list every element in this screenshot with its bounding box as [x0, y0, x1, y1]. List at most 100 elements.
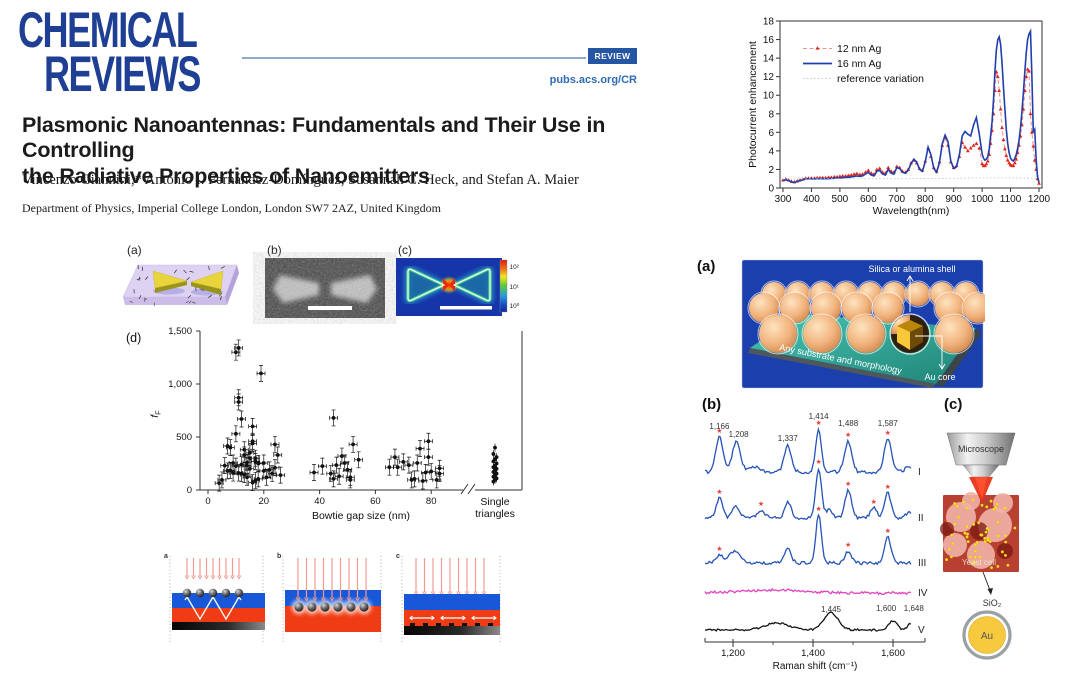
svg-text:6: 6: [768, 128, 774, 139]
svg-text:1,488: 1,488: [838, 419, 859, 428]
svg-text:300: 300: [775, 194, 792, 205]
article-affiliation: Department of Physics, Imperial College …: [22, 201, 441, 215]
svg-text:1,648: 1,648: [904, 604, 925, 613]
svg-text:1,000: 1,000: [168, 379, 192, 390]
svg-text:★: ★: [815, 458, 821, 466]
svg-text:1,445: 1,445: [821, 605, 842, 614]
svg-text:Single: Single: [480, 496, 509, 508]
svg-text:(b): (b): [267, 243, 282, 257]
svg-text:★: ★: [716, 427, 722, 435]
svg-text:80: 80: [426, 496, 437, 507]
svg-text:800: 800: [917, 194, 934, 205]
svg-text:Silica or alumina shell: Silica or alumina shell: [868, 264, 955, 274]
article-authors: Vincenzo Giannini,* Antonio I. Fernández…: [22, 172, 579, 188]
svg-text:1,587: 1,587: [878, 419, 899, 428]
svg-text:★: ★: [885, 429, 891, 437]
svg-text:★: ★: [758, 500, 764, 508]
svg-text:1,600: 1,600: [881, 648, 905, 659]
svg-text:10⁰: 10⁰: [510, 302, 520, 310]
svg-text:40: 40: [314, 496, 325, 507]
svg-text:12: 12: [763, 72, 775, 83]
svg-text:Yeast cell: Yeast cell: [962, 558, 996, 567]
svg-text:★: ★: [815, 419, 821, 427]
svg-text:Microscope: Microscope: [958, 444, 1004, 454]
figure-left-bottom-schematics: a b c: [164, 553, 501, 644]
svg-text:500: 500: [832, 194, 849, 205]
svg-text:1000: 1000: [971, 194, 994, 205]
svg-text:★: ★: [885, 483, 891, 491]
journal-logo-line1: CHEMICAL: [18, 2, 198, 58]
svg-text:★: ★: [845, 431, 851, 439]
svg-text:Wavelength(nm): Wavelength(nm): [873, 205, 950, 217]
svg-text:triangles: triangles: [475, 508, 515, 520]
svg-text:1,337: 1,337: [778, 434, 799, 443]
article-title: Plasmonic Nanoantennas: Fundamentals and…: [22, 113, 662, 189]
svg-text:1,200: 1,200: [721, 648, 745, 659]
bowtie-gap-scatter-chart: 0 20 40 60 80 0 500 1,000 1,500 (d) fF Bowtie gap s…: [126, 326, 523, 522]
svg-text:10¹: 10¹: [510, 284, 520, 291]
svg-text:1,414: 1,414: [809, 412, 830, 421]
svg-text:(d): (d): [126, 331, 141, 345]
svg-text:60: 60: [370, 496, 381, 507]
svg-text:c: c: [396, 553, 400, 560]
svg-text:1,500: 1,500: [168, 326, 192, 337]
svg-text:0: 0: [768, 184, 774, 195]
svg-text:14: 14: [763, 54, 775, 65]
svg-text:2: 2: [768, 165, 774, 176]
svg-text:1,400: 1,400: [801, 648, 825, 659]
svg-text:1200: 1200: [1028, 194, 1051, 205]
svg-text:1100: 1100: [1000, 194, 1022, 205]
svg-text:500: 500: [176, 432, 192, 443]
svg-text:★: ★: [845, 541, 851, 549]
svg-text:1,600: 1,600: [876, 604, 897, 613]
photocurrent-enhancement-chart: 0 2 4 6 8 10 12 14 16 18 300 400 500 600 700 800 900 1000…: [747, 17, 1051, 218]
journal-logo-line2: REVIEWS: [44, 46, 201, 102]
svg-text:600: 600: [860, 194, 877, 205]
svg-text:10²: 10²: [510, 264, 520, 271]
article-title-line1: Plasmonic Nanoantennas: Fundamentals and…: [22, 113, 606, 163]
svg-text:0: 0: [205, 496, 210, 507]
journal-logo: CHEMICAL REVIEWS: [18, 2, 266, 102]
svg-text:18: 18: [763, 17, 775, 28]
right-panel-a-label: (a): [697, 258, 716, 275]
svg-text:(c): (c): [398, 243, 412, 257]
svg-text:II: II: [918, 513, 924, 524]
raman-spectra-chart: 1,200 1,400 1,600 Raman shift (cm⁻¹) ★ ★ ★ ★ I ★ ★…: [704, 412, 928, 672]
header-rule: [242, 57, 586, 59]
svg-text:1,208: 1,208: [729, 430, 750, 439]
journal-url-link[interactable]: pubs.acs.org/CR: [549, 74, 637, 86]
svg-text:★: ★: [815, 505, 821, 513]
svg-text:8: 8: [768, 109, 774, 120]
figure-left-panels-abc: (a) (b) (c) 10² 10¹ 10⁰: [122, 243, 520, 318]
svg-text:20: 20: [259, 496, 270, 507]
svg-text:★: ★: [716, 545, 722, 553]
svg-text:★: ★: [885, 527, 891, 535]
svg-text:10: 10: [763, 91, 775, 102]
svg-text:12 nm Ag: 12 nm Ag: [837, 43, 882, 55]
svg-text:700: 700: [888, 194, 905, 205]
svg-text:4: 4: [768, 146, 774, 157]
svg-text:400: 400: [803, 194, 820, 205]
svg-text:16 nm Ag: 16 nm Ag: [837, 58, 882, 70]
svg-text:SiO₂: SiO₂: [983, 598, 1002, 608]
svg-text:900: 900: [945, 194, 962, 205]
svg-text:★: ★: [845, 480, 851, 488]
svg-text:reference variation: reference variation: [837, 73, 924, 85]
svg-text:1,166: 1,166: [709, 422, 730, 431]
svg-text:fF: fF: [149, 410, 163, 418]
svg-text:16: 16: [763, 35, 775, 46]
review-badge: REVIEW: [588, 48, 637, 64]
svg-text:III: III: [918, 558, 926, 569]
svg-text:★: ★: [716, 488, 722, 496]
article-title-line2: the Radiative Properties of Nanoemitters: [22, 163, 430, 188]
microscope-yeast-diagram: Microscope Yeast cell SiO₂ Au: [940, 432, 1019, 660]
svg-text:0: 0: [187, 485, 192, 496]
svg-text:Photocurrent enhancement: Photocurrent enhancement: [747, 41, 759, 168]
svg-text:a: a: [164, 553, 168, 560]
right-panel-c-label: (c): [944, 396, 963, 413]
right-panel-b-label: (b): [702, 396, 722, 413]
svg-text:(a): (a): [127, 243, 142, 257]
svg-text:Au: Au: [981, 631, 993, 642]
